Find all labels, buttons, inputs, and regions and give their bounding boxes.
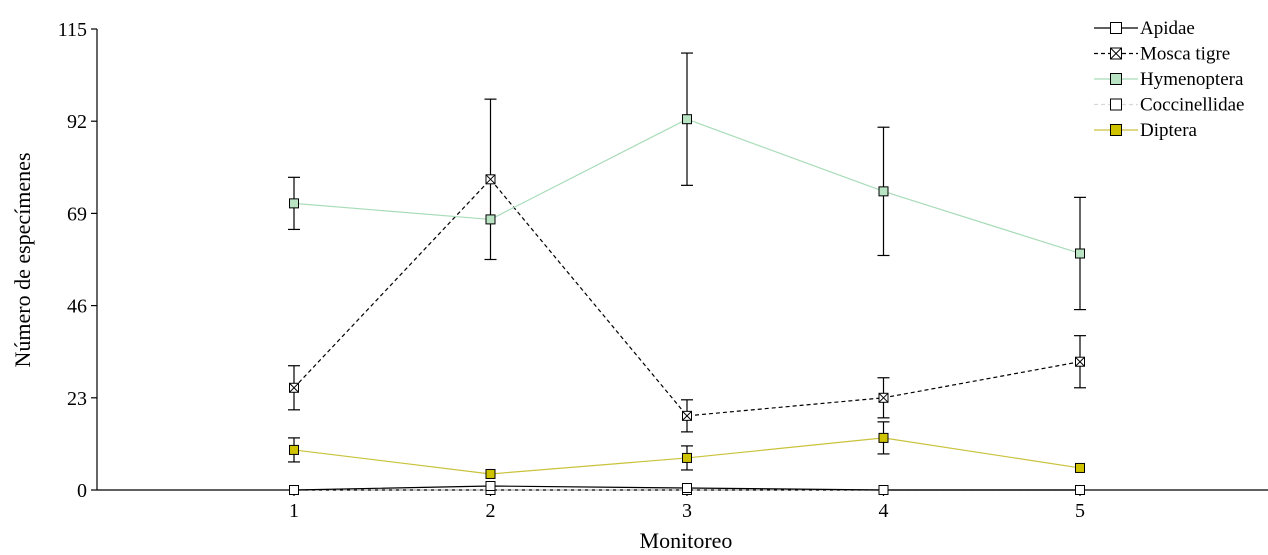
series-marker: [485, 174, 496, 185]
legend: Apidae Mosca tigre Hymenoptera Coccinellida…: [1094, 18, 1244, 141]
series-marker: [289, 382, 299, 393]
series-marker: [682, 482, 692, 493]
legend-label: Diptera: [1140, 120, 1198, 141]
legend-swatch-marker: [1110, 22, 1122, 34]
series-marker: [485, 468, 496, 479]
series-marker: [878, 186, 889, 197]
legend-label: Coccinellidae: [1140, 95, 1244, 116]
series-apidae: [289, 480, 1085, 495]
x-axis-title: Monitoreo: [640, 528, 733, 553]
series-marker: [682, 410, 692, 421]
legend-item-diptera: Diptera: [1094, 120, 1198, 141]
x-tick-label: 5: [1075, 500, 1085, 522]
legend-swatch-marker: [1110, 98, 1122, 111]
series-marker: [485, 480, 496, 491]
series-marker: [682, 452, 692, 463]
series-marker: [682, 114, 692, 125]
legend-item-hymenoptera: Hymenoptera: [1094, 69, 1244, 90]
legend-swatch-marker: [1110, 124, 1122, 136]
series-line-mosca-tigre: [293, 178, 1081, 417]
y-tick-label: 46: [67, 296, 87, 318]
legend-swatch-marker: [1110, 47, 1122, 60]
series-marker: [289, 198, 299, 209]
series-marker: [1075, 462, 1085, 473]
series-marker: [289, 444, 299, 455]
y-tick-label: 23: [67, 388, 87, 410]
y-tick-label: 69: [67, 203, 87, 225]
legend-item-coccinellidae: Coccinellidae: [1094, 95, 1244, 116]
series-mosca-tigre: [288, 98, 1086, 433]
x-tick-label: 2: [486, 500, 496, 522]
y-tick-label: 0: [77, 480, 87, 502]
y-tick-label: 92: [67, 111, 87, 133]
legend-label: Hymenoptera: [1140, 69, 1244, 90]
x-tick-label: 4: [879, 500, 889, 522]
series-marker: [878, 485, 889, 495]
series-marker: [1075, 485, 1085, 495]
series-hymenoptera: [288, 52, 1086, 311]
series-marker: [1075, 356, 1085, 367]
legend-item-mosca-tigre: Mosca tigre: [1094, 44, 1230, 65]
legend-item-apidae: Apidae: [1094, 18, 1195, 39]
series-diptera: [288, 421, 1085, 479]
x-tick-label: 3: [682, 500, 692, 522]
y-axis-title: Número de especímenes: [10, 152, 35, 367]
series-marker: [289, 485, 299, 495]
series-marker: [878, 392, 889, 403]
series-marker: [878, 432, 889, 443]
legend-swatch-marker: [1110, 73, 1122, 85]
series-marker: [1075, 248, 1085, 259]
series-layer: [288, 52, 1086, 495]
legend-label: Mosca tigre: [1140, 44, 1230, 65]
series-marker: [485, 214, 496, 225]
legend-label: Apidae: [1140, 18, 1195, 39]
x-tick-label: 1: [289, 500, 299, 522]
y-tick-label: 115: [58, 19, 87, 41]
